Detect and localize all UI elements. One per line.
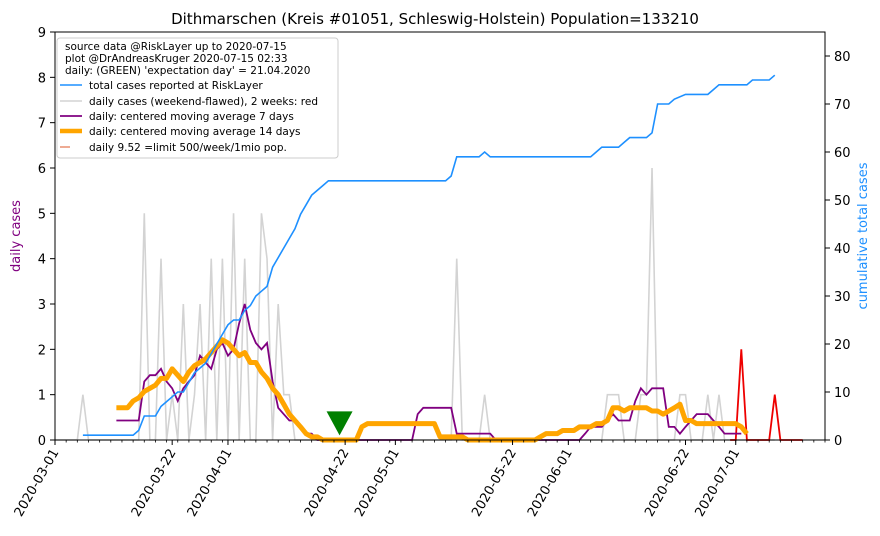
y-right-tick-label: 50 — [834, 194, 851, 209]
legend-box — [56, 37, 339, 159]
y-left-tick-label: 3 — [38, 298, 46, 313]
x-tick-label: 2020-03-22 — [129, 447, 180, 520]
legend-label-ma7: daily: centered moving average 7 days — [89, 111, 294, 123]
plot-frame — [54, 31, 826, 441]
x-tick-label: 2020-06-01 — [525, 447, 576, 520]
legend-label-ma14: daily: centered moving average 14 days — [89, 126, 301, 138]
y-right-tick-label: 10 — [834, 386, 851, 401]
series-total-cases — [82, 74, 776, 436]
x-tick-label: 2020-06-22 — [642, 447, 693, 520]
y-right-tick-label: 30 — [834, 290, 851, 305]
y-axis-right-label: cumulative total cases — [856, 162, 871, 309]
legend-label-total: total cases reported at RiskLayer — [89, 80, 263, 92]
y-left-tick-label: 7 — [38, 117, 46, 132]
legend-label-daily: daily cases (weekend-flawed), 2 weeks: r… — [89, 96, 318, 108]
y-left-tick-label: 2 — [38, 343, 46, 358]
y-left-tick-label: 0 — [38, 434, 46, 449]
y-right-tick-label: 60 — [834, 146, 851, 161]
legend-header-line-3: daily: (GREEN) 'expectation day' = 21.04… — [65, 65, 310, 77]
y-left-tick-label: 6 — [38, 162, 46, 177]
y-left-tick-label: 9 — [38, 26, 46, 41]
series-moving-average-14 — [116, 337, 749, 443]
x-tick-label: 2020-04-22 — [302, 447, 353, 520]
x-tick-label: 2020-05-01 — [352, 447, 403, 520]
y-left-tick-label: 5 — [38, 207, 46, 222]
legend: source data @RiskLayer up to 2020-07-15 … — [56, 37, 339, 159]
x-tick-label: 2020-07-01 — [692, 447, 743, 520]
x-tick-label: 2020-04-01 — [185, 447, 236, 520]
y-left-tick-label: 8 — [38, 71, 46, 86]
chart-title: Dithmarschen (Kreis #01051, Schleswig-Ho… — [171, 10, 699, 28]
y-axis-left-label: daily cases — [9, 200, 24, 272]
y-right-tick-label: 40 — [834, 242, 851, 257]
y-right-tick-label: 0 — [834, 434, 842, 449]
y-right-tick-label: 80 — [834, 50, 851, 65]
y-right-tick-label: 20 — [834, 338, 851, 353]
x-tick-label: 2020-03-01 — [12, 447, 63, 520]
legend-header-line-1: source data @RiskLayer up to 2020-07-15 — [65, 41, 287, 53]
x-tick-label: 2020-05-22 — [469, 447, 520, 520]
y-right-tick-label: 70 — [834, 98, 851, 113]
legend-label-limit: daily 9.52 =limit 500/week/1mio pop. — [89, 142, 287, 154]
expectation-day-marker — [326, 411, 353, 436]
y-left-tick-label: 1 — [38, 389, 46, 404]
legend-header-line-2: plot @DrAndreasKruger 2020-07-15 02:33 — [65, 53, 288, 65]
y-left-tick-label: 4 — [38, 253, 46, 268]
